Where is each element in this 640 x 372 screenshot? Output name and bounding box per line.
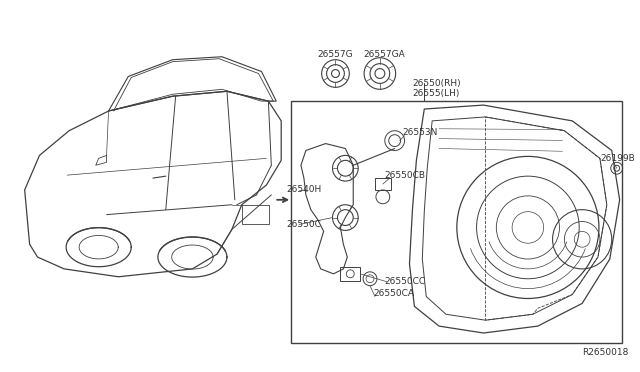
Text: 26550(RH): 26550(RH) xyxy=(412,79,461,88)
Text: 26550CC: 26550CC xyxy=(385,277,426,286)
Text: 26557GA: 26557GA xyxy=(363,50,405,59)
Text: 26555(LH): 26555(LH) xyxy=(412,89,460,98)
Text: 26557G: 26557G xyxy=(317,50,353,59)
Text: 26550CA: 26550CA xyxy=(373,289,414,298)
Bar xyxy=(291,101,621,343)
Text: R2650018: R2650018 xyxy=(582,348,628,357)
Text: 26540H: 26540H xyxy=(286,186,321,195)
Text: 26553N: 26553N xyxy=(403,128,438,137)
Text: 26550CB: 26550CB xyxy=(385,171,426,180)
Text: 26199B: 26199B xyxy=(600,154,635,163)
Bar xyxy=(242,205,269,224)
Bar xyxy=(375,178,391,190)
Text: 26550C: 26550C xyxy=(286,220,321,229)
Bar xyxy=(340,267,360,281)
